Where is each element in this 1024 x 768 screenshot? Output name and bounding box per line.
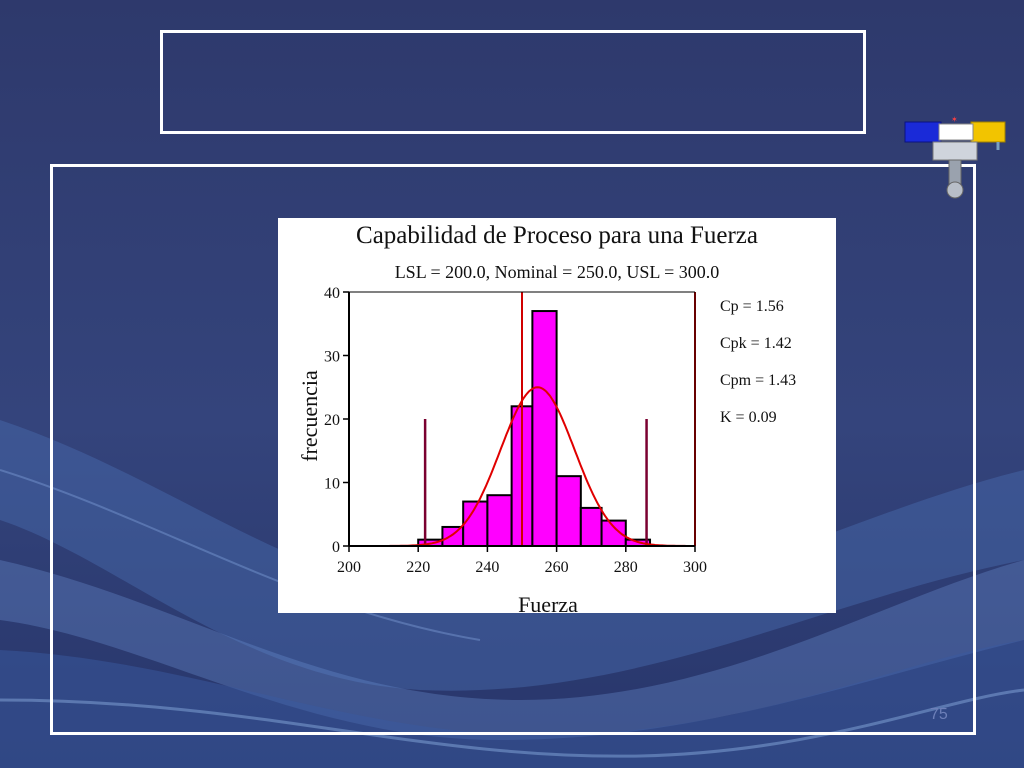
- histogram-bar-5: [531, 310, 558, 547]
- chart-canvas: 200 220 240 260 280 300 0 10 20 30 40: [324, 285, 707, 576]
- y-tick-label-1: 10: [324, 476, 340, 493]
- x-tick-label-1: 220: [406, 559, 430, 576]
- stat-cp: Cp = 1.56: [720, 298, 784, 315]
- svg-text:✶: ✶: [951, 115, 958, 124]
- y-tick-label-0: 0: [332, 539, 340, 556]
- x-tick-label-0: 200: [337, 559, 361, 576]
- x-tick-label-4: 280: [614, 559, 638, 576]
- x-axis-label: Fuerza: [518, 592, 578, 613]
- piston-engine-logo-icon: ✶: [904, 115, 1006, 199]
- capability-chart: 200 220 240 260 280 300 0 10 20 30 40 Capabilidad …: [278, 218, 836, 613]
- stat-cpk: Cpk = 1.42: [720, 335, 792, 352]
- y-axis-label: frecuencia: [297, 370, 322, 462]
- y-tick-label-4: 40: [324, 285, 340, 302]
- stat-cpm: Cpm = 1.43: [720, 372, 797, 389]
- y-tick-label-3: 30: [324, 349, 340, 366]
- slide-number: 75: [930, 706, 948, 723]
- slide-content-frame: [50, 164, 976, 735]
- stat-k: K = 0.09: [720, 409, 777, 426]
- capability-stats: Cp = 1.56 Cpk = 1.42 Cpm = 1.43 K = 0.09: [720, 296, 830, 444]
- histogram-bar-1: [441, 525, 465, 548]
- slide-title-frame: [160, 30, 866, 134]
- y-tick-label-2: 20: [324, 412, 340, 429]
- chart-subtitle: LSL = 200.0, Nominal = 250.0, USL = 300.…: [394, 262, 720, 282]
- chart-title: Capabilidad de Proceso para una Fuerza: [356, 222, 758, 249]
- histogram-bar-3: [486, 494, 513, 548]
- histogram-bar-7: [579, 506, 603, 547]
- x-tick-label-2: 240: [475, 559, 499, 576]
- x-tick-label-5: 300: [683, 559, 707, 576]
- histogram-bar-6: [555, 475, 582, 547]
- x-tick-label-3: 260: [545, 559, 569, 576]
